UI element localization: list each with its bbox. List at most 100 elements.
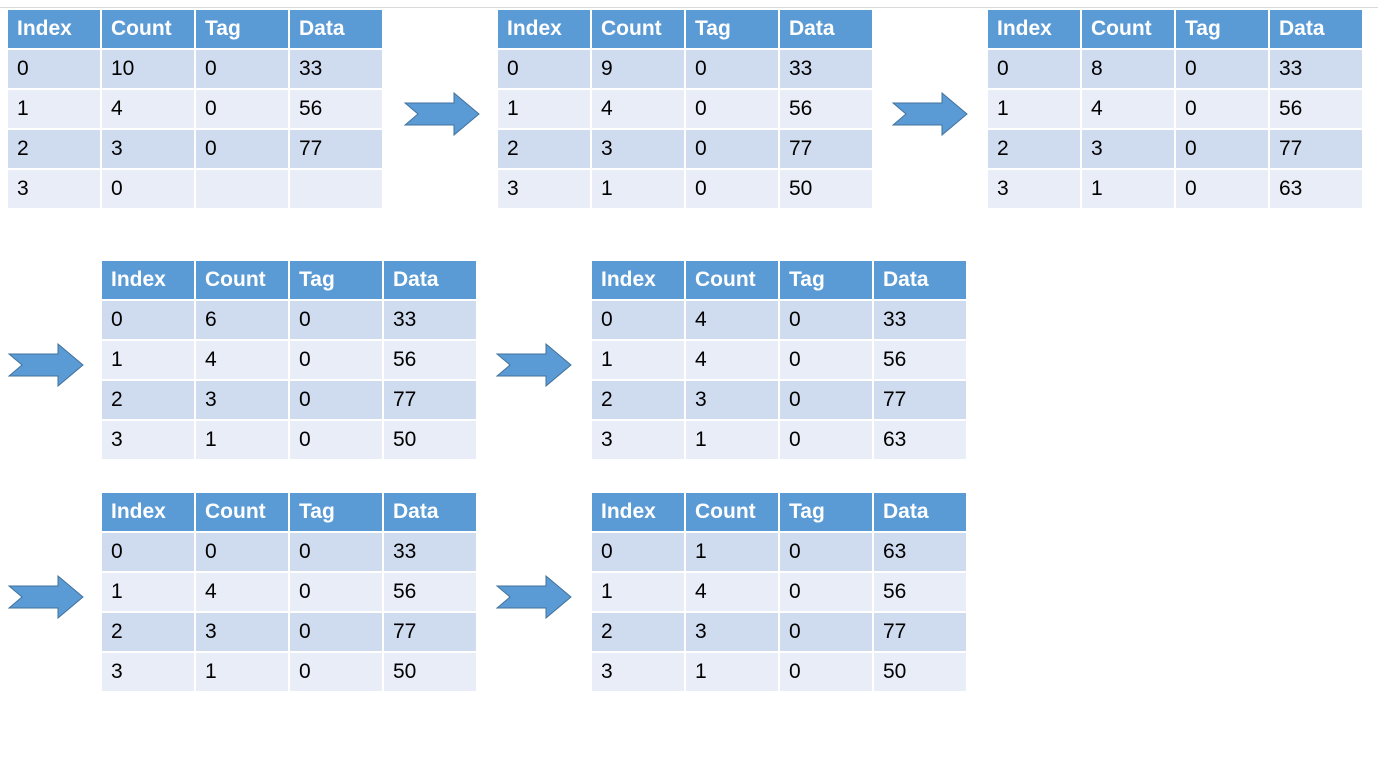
table-row: 2 3 0 77 <box>8 130 382 168</box>
table-cell: 4 <box>1082 90 1174 128</box>
table-cell: 1 <box>498 90 590 128</box>
table-row: 2 3 0 77 <box>592 613 966 651</box>
table-row: 1 4 0 56 <box>592 341 966 379</box>
table-cell: 0 <box>290 533 382 571</box>
table-cell: 1 <box>686 653 778 691</box>
table-cell: 33 <box>384 533 476 571</box>
table-cell: 1 <box>988 90 1080 128</box>
table-cell: 0 <box>290 341 382 379</box>
table-cell: 1 <box>592 341 684 379</box>
state-table-7: Index Count Tag Data 0 1 0 63 1 4 0 56 2 3 0 77 3 1 0 50 <box>590 491 968 693</box>
column-header: Count <box>102 10 194 48</box>
table-cell: 0 <box>290 381 382 419</box>
table-cell: 2 <box>498 130 590 168</box>
table-cell: 3 <box>102 653 194 691</box>
table-cell: 0 <box>1176 50 1268 88</box>
table-row: 3 1 0 50 <box>498 170 872 208</box>
column-header: Tag <box>1176 10 1268 48</box>
table-cell: 50 <box>384 653 476 691</box>
table-cell: 8 <box>1082 50 1174 88</box>
column-header: Tag <box>686 10 778 48</box>
table-cell: 50 <box>874 653 966 691</box>
table-cell: 63 <box>874 533 966 571</box>
table-cell: 4 <box>686 301 778 339</box>
table-cell: 3 <box>498 170 590 208</box>
table-cell: 2 <box>988 130 1080 168</box>
table-row: 3 1 0 50 <box>102 421 476 459</box>
table-row: 1 4 0 56 <box>102 341 476 379</box>
column-header: Tag <box>290 261 382 299</box>
right-arrow-icon <box>496 343 572 387</box>
table-row: 2 3 0 77 <box>592 381 966 419</box>
header-row: Index Count Tag Data <box>592 493 966 531</box>
column-header: Data <box>780 10 872 48</box>
table-row: 0 1 0 63 <box>592 533 966 571</box>
table-cell: 0 <box>1176 130 1268 168</box>
table-cell: 77 <box>384 381 476 419</box>
column-header: Index <box>8 10 100 48</box>
table-cell: 2 <box>102 613 194 651</box>
header-row: Index Count Tag Data <box>8 10 382 48</box>
header-row: Index Count Tag Data <box>988 10 1362 48</box>
table-row: 0 10 0 33 <box>8 50 382 88</box>
table-cell: 1 <box>686 421 778 459</box>
table-cell: 33 <box>780 50 872 88</box>
table-cell: 0 <box>196 90 288 128</box>
table-cell: 77 <box>290 130 382 168</box>
table-cell: 2 <box>102 381 194 419</box>
header-row: Index Count Tag Data <box>102 261 476 299</box>
table-cell <box>196 170 288 208</box>
top-border-line <box>0 7 1378 8</box>
column-header: Index <box>498 10 590 48</box>
table-cell: 0 <box>196 533 288 571</box>
column-header: Tag <box>196 10 288 48</box>
table-cell: 0 <box>102 170 194 208</box>
column-header: Index <box>102 493 194 531</box>
table-cell: 4 <box>592 90 684 128</box>
table-cell: 2 <box>592 381 684 419</box>
table-row: 3 1 0 50 <box>102 653 476 691</box>
column-header: Count <box>196 493 288 531</box>
table-cell: 6 <box>196 301 288 339</box>
table-row: 3 1 0 50 <box>592 653 966 691</box>
table-row: 3 1 0 63 <box>988 170 1362 208</box>
table-cell: 4 <box>686 573 778 611</box>
table-cell: 0 <box>780 341 872 379</box>
column-header: Data <box>384 493 476 531</box>
column-header: Count <box>1082 10 1174 48</box>
column-header: Count <box>686 261 778 299</box>
table-cell: 50 <box>384 421 476 459</box>
table-cell: 1 <box>196 653 288 691</box>
column-header: Count <box>592 10 684 48</box>
state-table-2: Index Count Tag Data 0 9 0 33 1 4 0 56 2 3 0 77 3 1 0 50 <box>496 8 874 210</box>
right-arrow-icon <box>8 575 84 619</box>
table-cell: 0 <box>102 533 194 571</box>
table-cell: 0 <box>686 130 778 168</box>
state-table-3: Index Count Tag Data 0 8 0 33 1 4 0 56 2 3 0 77 3 1 0 63 <box>986 8 1364 210</box>
table-row: 2 3 0 77 <box>102 381 476 419</box>
table-cell: 3 <box>102 421 194 459</box>
table-cell: 0 <box>780 381 872 419</box>
table-row: 1 4 0 56 <box>102 573 476 611</box>
table-cell: 1 <box>1082 170 1174 208</box>
table-cell: 63 <box>874 421 966 459</box>
table-cell: 56 <box>780 90 872 128</box>
column-header: Index <box>102 261 194 299</box>
table-cell: 56 <box>384 573 476 611</box>
table-row: 0 9 0 33 <box>498 50 872 88</box>
table-cell: 0 <box>1176 90 1268 128</box>
state-table-6: Index Count Tag Data 0 0 0 33 1 4 0 56 2 3 0 77 3 1 0 50 <box>100 491 478 693</box>
table-cell: 56 <box>1270 90 1362 128</box>
table-cell: 4 <box>102 90 194 128</box>
table-cell: 0 <box>780 613 872 651</box>
table-cell: 0 <box>686 90 778 128</box>
table-cell: 3 <box>1082 130 1174 168</box>
table-row: 1 4 0 56 <box>988 90 1362 128</box>
table-cell: 4 <box>196 573 288 611</box>
table-cell: 3 <box>196 613 288 651</box>
table-row: 1 4 0 56 <box>498 90 872 128</box>
table-cell: 56 <box>384 341 476 379</box>
table-cell: 3 <box>592 130 684 168</box>
table-row: 0 0 0 33 <box>102 533 476 571</box>
